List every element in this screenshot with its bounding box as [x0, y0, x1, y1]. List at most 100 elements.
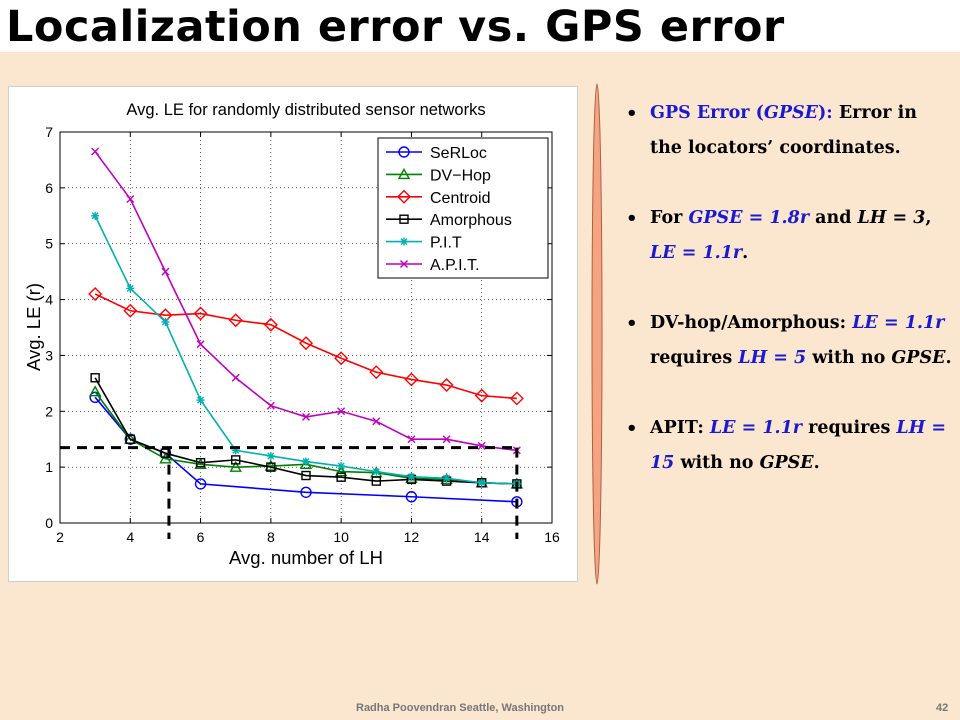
data-point — [372, 417, 381, 426]
bullet-dot: • — [626, 313, 638, 334]
x-tick-label: 8 — [267, 529, 275, 545]
legend-entry: SeRLoc — [386, 145, 487, 162]
bullet-text-part: with no — [806, 348, 892, 368]
slide-title: Localization error vs. GPS error — [6, 2, 785, 52]
data-point — [405, 491, 418, 503]
bullet-text-part: LH = 3 — [857, 208, 926, 228]
data-point — [123, 303, 138, 318]
data-point — [159, 452, 172, 464]
data-point-stroke — [266, 401, 275, 410]
legend-entry: Amorphous — [386, 212, 512, 229]
data-point — [126, 284, 135, 293]
data-point-stroke — [231, 373, 240, 382]
data-point — [474, 388, 489, 403]
data-point — [299, 336, 313, 351]
bullet-text-part: GPSE = 1.8r — [688, 208, 816, 228]
data-point — [337, 407, 346, 416]
legend-label: Centroid — [430, 190, 490, 207]
bullet-text-part: APIT: — [650, 418, 710, 438]
legend-entry: A.P.I.T. — [386, 257, 480, 274]
data-point — [400, 260, 408, 268]
bullet-text-part: with no — [674, 453, 760, 473]
legend-box — [377, 137, 549, 279]
data-point — [334, 351, 349, 366]
data-point — [477, 478, 486, 487]
data-point — [369, 365, 384, 380]
bullet-text-part: , — [925, 208, 932, 228]
data-point — [125, 434, 135, 444]
x-tick-label: 6 — [197, 529, 205, 545]
page-number: 42 — [936, 702, 949, 714]
legend-label: Amorphous — [430, 212, 512, 229]
bullet-item: • DV-hop/Amorphous: LE = 1.1r requires LH… — [624, 306, 954, 376]
data-point — [439, 378, 454, 393]
legend-label: DV−Hop — [430, 167, 491, 184]
data-point-stroke — [407, 435, 416, 444]
data-point-stroke — [477, 441, 486, 450]
x-tick-label: 12 — [404, 529, 420, 545]
data-point-stroke — [337, 407, 346, 416]
data-point-stroke — [161, 318, 169, 326]
data-point — [263, 317, 278, 332]
x-tick-label: 10 — [333, 529, 349, 545]
data-point — [398, 146, 410, 158]
y-tick-label: 2 — [45, 403, 53, 419]
data-point-stroke — [302, 412, 310, 421]
bullet-text-part: Error in the locators’ coordinates. — [650, 103, 917, 158]
series-lines — [88, 147, 524, 508]
data-point-stroke — [478, 479, 486, 487]
legend-entry: Centroid — [386, 190, 490, 207]
data-point — [405, 471, 418, 484]
bullet-text-part: DV-hop/Amorphous: — [650, 313, 853, 333]
x-tick-label: 2 — [56, 529, 64, 545]
plot-area-frame — [59, 131, 553, 524]
data-point-stroke — [197, 396, 205, 404]
bullet-text-part: GPSE — [763, 103, 818, 123]
data-point — [334, 465, 348, 477]
data-point — [161, 267, 170, 276]
series-a-p-i-t- — [91, 147, 521, 455]
data-point-stroke — [91, 147, 100, 156]
x-tick-label: 16 — [544, 529, 560, 545]
data-point — [372, 467, 381, 476]
bullet-dot: • — [626, 208, 638, 229]
y-tick-label: 6 — [45, 180, 53, 196]
data-point — [90, 373, 100, 383]
bullet-text-part: LH = 15 — [650, 418, 947, 473]
bullet-dot: • — [626, 418, 638, 439]
data-point — [161, 317, 170, 326]
chart-title: Avg. LE for randomly distributed sensor … — [126, 101, 485, 119]
bullet-item: • GPS Error (GPSE): Error in the locators… — [624, 96, 954, 166]
data-point — [509, 391, 524, 406]
data-point — [266, 451, 275, 460]
bullet-text-part: . — [813, 453, 820, 473]
footer: Radha Poovendran Seattle, Washington 42 — [0, 700, 960, 720]
data-point — [195, 457, 206, 468]
data-point — [442, 474, 451, 483]
data-point-stroke — [337, 462, 345, 470]
data-point — [407, 435, 416, 444]
bullet-text-part: ): — [817, 103, 839, 123]
data-point-stroke — [267, 452, 275, 460]
bullet-text-part: LE = 1.1r — [650, 243, 743, 263]
data-point — [194, 478, 207, 490]
bullet-text-part: . — [945, 348, 952, 368]
data-point — [397, 167, 411, 180]
data-point — [400, 237, 408, 246]
bullet-text-part: GPSE — [891, 348, 946, 368]
data-point — [302, 412, 310, 421]
bullet-list: • GPS Error (GPSE): Error in the locators… — [624, 96, 954, 516]
y-tick-label: 0 — [45, 515, 53, 531]
data-point-stroke — [372, 417, 381, 426]
legend-label: SeRLoc — [430, 145, 487, 162]
bullet-item: • APIT: LE = 1.1r requires LH = 15 with n… — [624, 411, 954, 481]
data-point — [231, 373, 240, 382]
data-point — [371, 476, 381, 486]
bullet-text-part: requires — [650, 348, 739, 368]
data-point-stroke — [400, 238, 408, 246]
y-tick-label: 4 — [45, 292, 53, 308]
data-point — [337, 462, 346, 471]
